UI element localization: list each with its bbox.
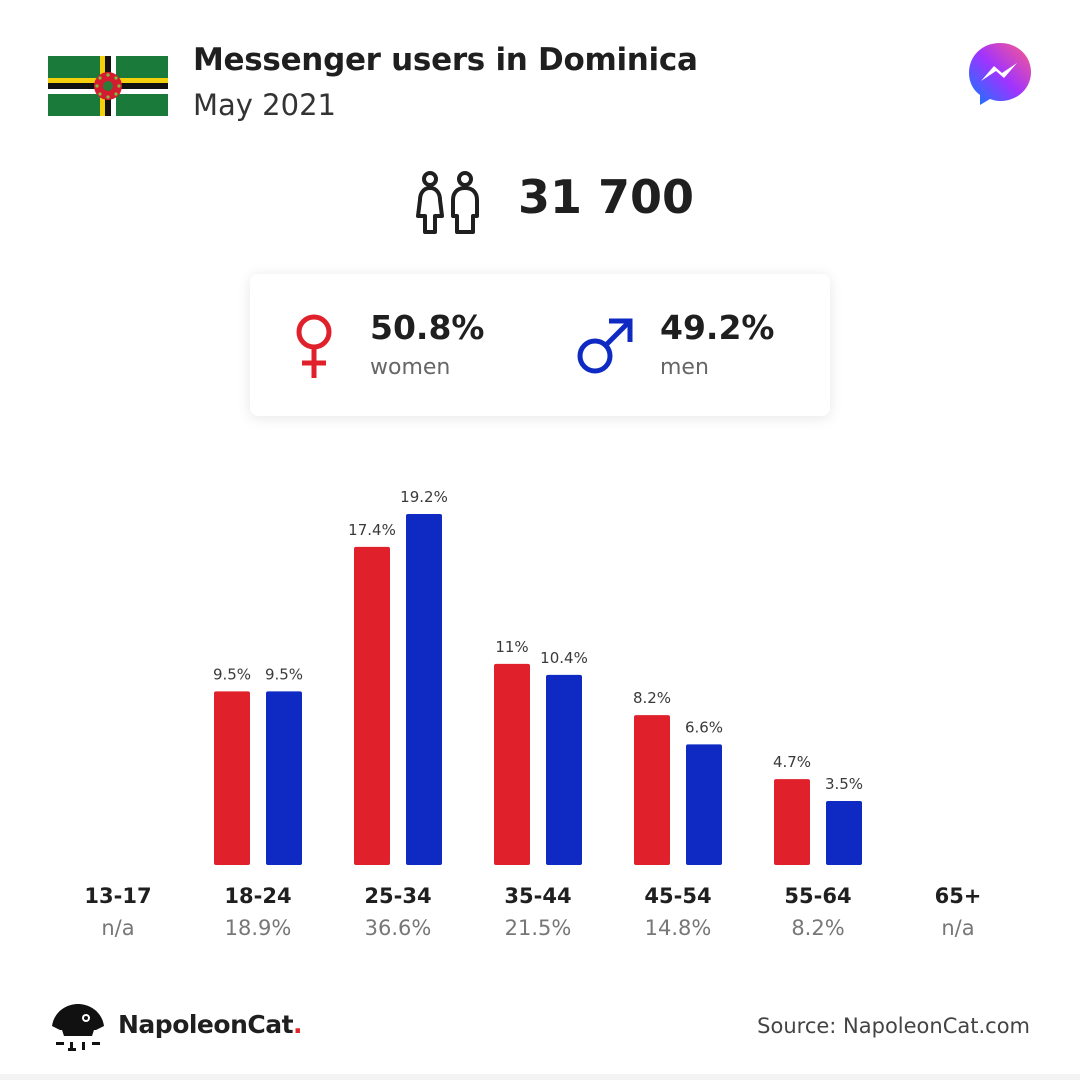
category-35-44: 35-44 21.5% [468,884,608,940]
category-share: n/a [101,916,135,940]
data-label-men-55-64: 3.5% [825,775,863,793]
category-25-34: 25-34 36.6% [328,884,468,940]
bar-men-45-54 [686,744,722,865]
data-label-men-45-54: 6.6% [685,718,723,736]
women-percentage: 50.8% [370,308,485,347]
total-users: 31 700 [518,170,695,224]
category-18-24: 18-24 18.9% [188,884,328,940]
category-label: 45-54 [644,884,712,908]
men-label: men [660,355,709,380]
source-text: Source: NapoleonCat.com [757,1014,1030,1038]
female-symbol-icon [296,314,332,378]
category-label: 25-34 [364,884,432,908]
footer-strip [0,1074,1080,1080]
data-label-men-25-34: 19.2% [400,488,448,506]
category-label: 18-24 [224,884,292,908]
bar-men-35-44 [546,674,582,865]
napoleoncat-logo-icon [52,1004,104,1051]
gender-card: 50.8% women 49.2% men [250,274,830,416]
category-share: n/a [941,916,975,940]
age-gender-bar-chart: 9.5% 9.5% 17.4%19.2% 11% 10.4% 8.2% 6.6% 4.7% 3.… [213,488,863,865]
category-45-54: 45-54 14.8% [608,884,748,940]
chart-subtitle: May 2021 [193,88,336,122]
dominica-flag-icon [48,56,168,116]
category-share: 14.8% [644,916,712,940]
data-label-women-25-34: 17.4% [348,521,396,539]
category-share: 18.9% [224,916,292,940]
bar-women-25-34 [354,546,390,865]
women-label: women [370,355,451,380]
category-label: 55-64 [784,884,852,908]
bar-men-18-24 [266,691,302,865]
bar-women-35-44 [494,663,530,865]
category-55-64: 55-64 8.2% [748,884,888,940]
category-share: 8.2% [791,916,845,940]
category-share: 21.5% [504,916,572,940]
chart-title: Messenger users in Dominica [193,42,698,78]
messenger-icon [969,43,1031,105]
bar-women-55-64 [774,779,810,865]
data-label-men-18-24: 9.5% [265,665,303,683]
category-share: 36.6% [364,916,432,940]
data-label-women-45-54: 8.2% [633,689,671,707]
bar-women-45-54 [634,715,670,865]
bar-men-25-34 [406,514,442,865]
people-icon [416,171,479,234]
category-label: 65+ [934,884,982,908]
bar-men-55-64 [826,801,862,865]
data-label-women-18-24: 9.5% [213,665,251,683]
data-label-women-55-64: 4.7% [773,753,811,771]
category-65+: 65+ n/a [888,884,1028,940]
data-label-women-35-44: 11% [495,638,528,656]
category-13-17: 13-17 n/a [48,884,188,940]
bar-women-18-24 [214,691,250,865]
brand-name: NapoleonCat. [118,1010,303,1039]
male-symbol-icon [577,318,633,374]
category-label: 13-17 [84,884,152,908]
men-percentage: 49.2% [660,308,775,347]
category-label: 35-44 [504,884,572,908]
data-label-men-35-44: 10.4% [540,649,588,667]
